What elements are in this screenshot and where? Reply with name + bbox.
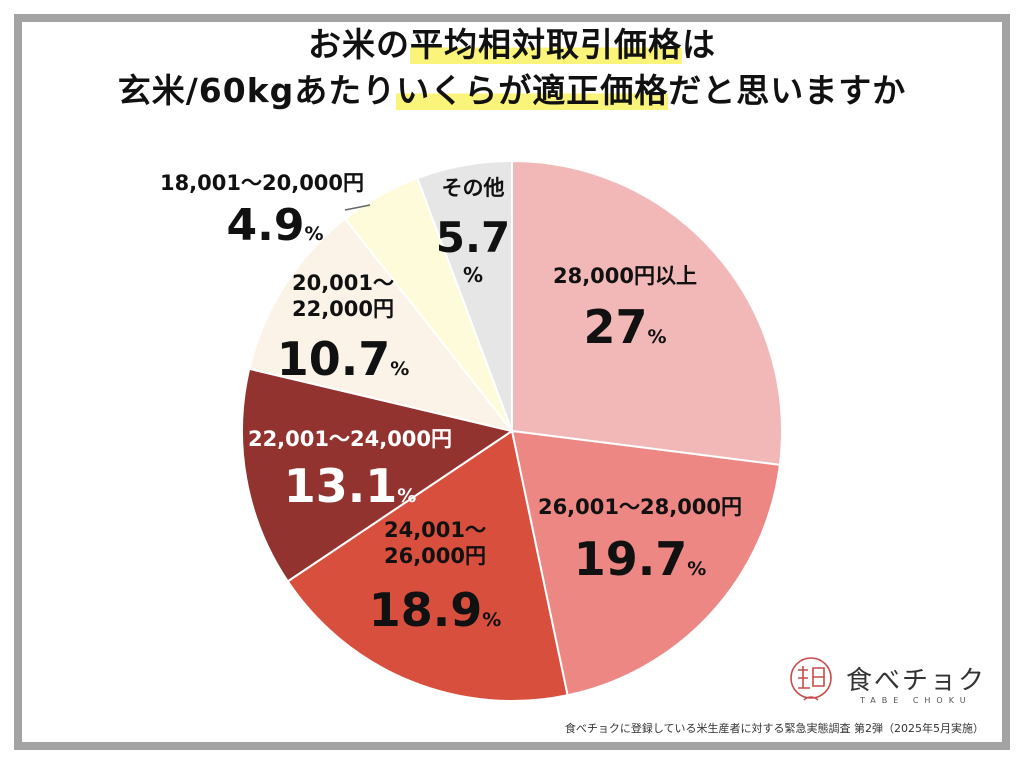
slice-label: 26,001〜28,000円	[538, 495, 742, 519]
chart-title: お米の平均相対取引価格は 玄米/60kgあたりいくらが適正価格だと思いますか	[0, 22, 1024, 114]
pie-slice	[510, 429, 781, 697]
pie-slice	[511, 159, 783, 466]
title-line-1: お米の平均相対取引価格は	[0, 22, 1024, 68]
title-highlight: いくらが適正価格	[396, 71, 669, 110]
slice-unit: %	[463, 263, 483, 287]
logo-brand: 食べチョク	[846, 666, 987, 696]
slice-label: 18,001〜20,000円	[160, 171, 364, 195]
slice-value: 13.1%	[284, 459, 417, 513]
title-part: だと思いますか	[668, 71, 907, 110]
slice-value: 18.9%	[369, 583, 502, 637]
slice-label: 22,001〜24,000円	[248, 427, 452, 451]
brand-logo: 食べチョク TABE CHOKU	[786, 656, 986, 712]
slice-label: 24,001〜 26,000円	[384, 518, 486, 568]
slice-value: 19.7%	[574, 532, 707, 586]
source-note: 食べチョクに登録している米生産者に対する緊急実態調査 第2弾（2025年5月実施…	[564, 722, 984, 735]
slice-value: 4.9%	[227, 200, 324, 251]
slice-value: 27%	[583, 300, 666, 354]
leader-line	[344, 204, 371, 211]
slice-label: 28,000円以上	[553, 264, 697, 288]
pie-slice	[241, 367, 515, 583]
slice-label: 20,001〜 22,000円	[292, 271, 394, 321]
pie-slice	[248, 217, 515, 433]
title-part: お米の	[308, 25, 410, 64]
slice-label: その他	[442, 176, 505, 200]
title-part: は	[682, 25, 716, 64]
pie-slice	[416, 159, 513, 432]
title-line-2: 玄米/60kgあたりいくらが適正価格だと思いますか	[0, 68, 1024, 114]
slice-value: 5.7	[436, 213, 510, 262]
title-highlight: 平均相対取引価格	[410, 25, 682, 64]
title-part: 玄米/60kgあたり	[117, 71, 397, 110]
logo-mark-icon	[790, 657, 832, 701]
pie-slice	[286, 429, 569, 702]
logo-sub: TABE CHOKU	[860, 696, 972, 705]
slice-value: 10.7%	[277, 332, 410, 386]
